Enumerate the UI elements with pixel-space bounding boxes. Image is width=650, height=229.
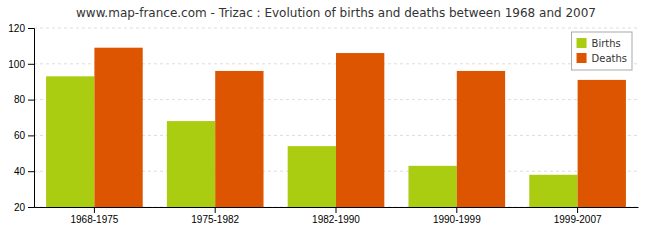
x-tick-label: 1990-1999 <box>433 214 481 225</box>
legend-box <box>572 32 632 70</box>
bar <box>408 166 456 207</box>
grid-line <box>34 28 638 29</box>
y-axis: 20 40 60 80 100 120 <box>8 23 34 213</box>
bar <box>457 71 505 207</box>
y-tick: 40 <box>14 166 34 177</box>
bar <box>167 121 215 207</box>
y-axis-line <box>28 29 35 208</box>
x-tick-label: 1975-1982 <box>191 214 239 225</box>
y-tick-line <box>28 64 34 65</box>
y-tick-label: 60 <box>14 130 26 141</box>
y-tick: 120 <box>8 23 34 34</box>
x-tick-label: 1968-1975 <box>70 214 118 225</box>
x-tick-label: 1982-1990 <box>312 214 360 225</box>
y-tick: 100 <box>8 59 34 70</box>
x-tick-label: 1999-2007 <box>554 214 602 225</box>
y-tick-line <box>28 207 34 208</box>
bar <box>288 146 336 207</box>
y-tick-label: 40 <box>14 166 26 177</box>
x-tick-line <box>336 207 337 213</box>
legend-swatch <box>577 53 587 63</box>
y-tick-line <box>28 135 34 136</box>
y-tick-label: 20 <box>14 202 26 213</box>
y-tick-line <box>28 171 34 172</box>
y-tick-line <box>28 100 34 101</box>
bar <box>578 80 626 207</box>
title: www.map-france.com - Trizac : Evolution … <box>76 6 596 20</box>
grid <box>34 28 638 207</box>
plot-area: 1968-1975 1975-1982 1982-1990 1990-1999 1999… <box>8 23 638 225</box>
legend-item: Deaths <box>577 53 627 64</box>
bar <box>46 76 94 207</box>
legend-label: Births <box>592 38 621 49</box>
x-tick-line <box>215 207 216 213</box>
bar <box>529 175 577 207</box>
x-tick: 1975-1982 <box>191 207 239 225</box>
y-tick-line <box>28 28 34 29</box>
y-tick: 60 <box>14 130 34 141</box>
y-tick-label: 120 <box>8 23 25 34</box>
y-tick: 20 <box>14 202 34 213</box>
legend-item: Births <box>577 38 621 49</box>
bar <box>94 48 142 207</box>
legend: Births Deaths <box>572 32 632 70</box>
legend-swatch <box>577 38 587 48</box>
x-axis: 1968-1975 1975-1982 1982-1990 1990-1999 1999… <box>35 207 639 225</box>
x-tick: 1982-1990 <box>312 207 360 225</box>
x-tick-line <box>577 207 578 213</box>
x-tick: 1990-1999 <box>433 207 481 225</box>
x-tick: 1968-1975 <box>70 207 118 225</box>
x-tick-line <box>94 207 95 213</box>
chart: 1968-1975 1975-1982 1982-1990 1990-1999 1999… <box>0 0 650 229</box>
y-tick-label: 100 <box>8 59 25 70</box>
bars <box>46 48 626 207</box>
x-tick-line <box>456 207 457 213</box>
series <box>94 48 626 207</box>
x-tick: 1999-2007 <box>554 207 602 225</box>
y-tick-label: 80 <box>14 94 26 105</box>
legend-label: Deaths <box>592 53 627 64</box>
bar <box>215 71 263 207</box>
bar <box>336 53 384 207</box>
y-tick: 80 <box>14 94 34 105</box>
